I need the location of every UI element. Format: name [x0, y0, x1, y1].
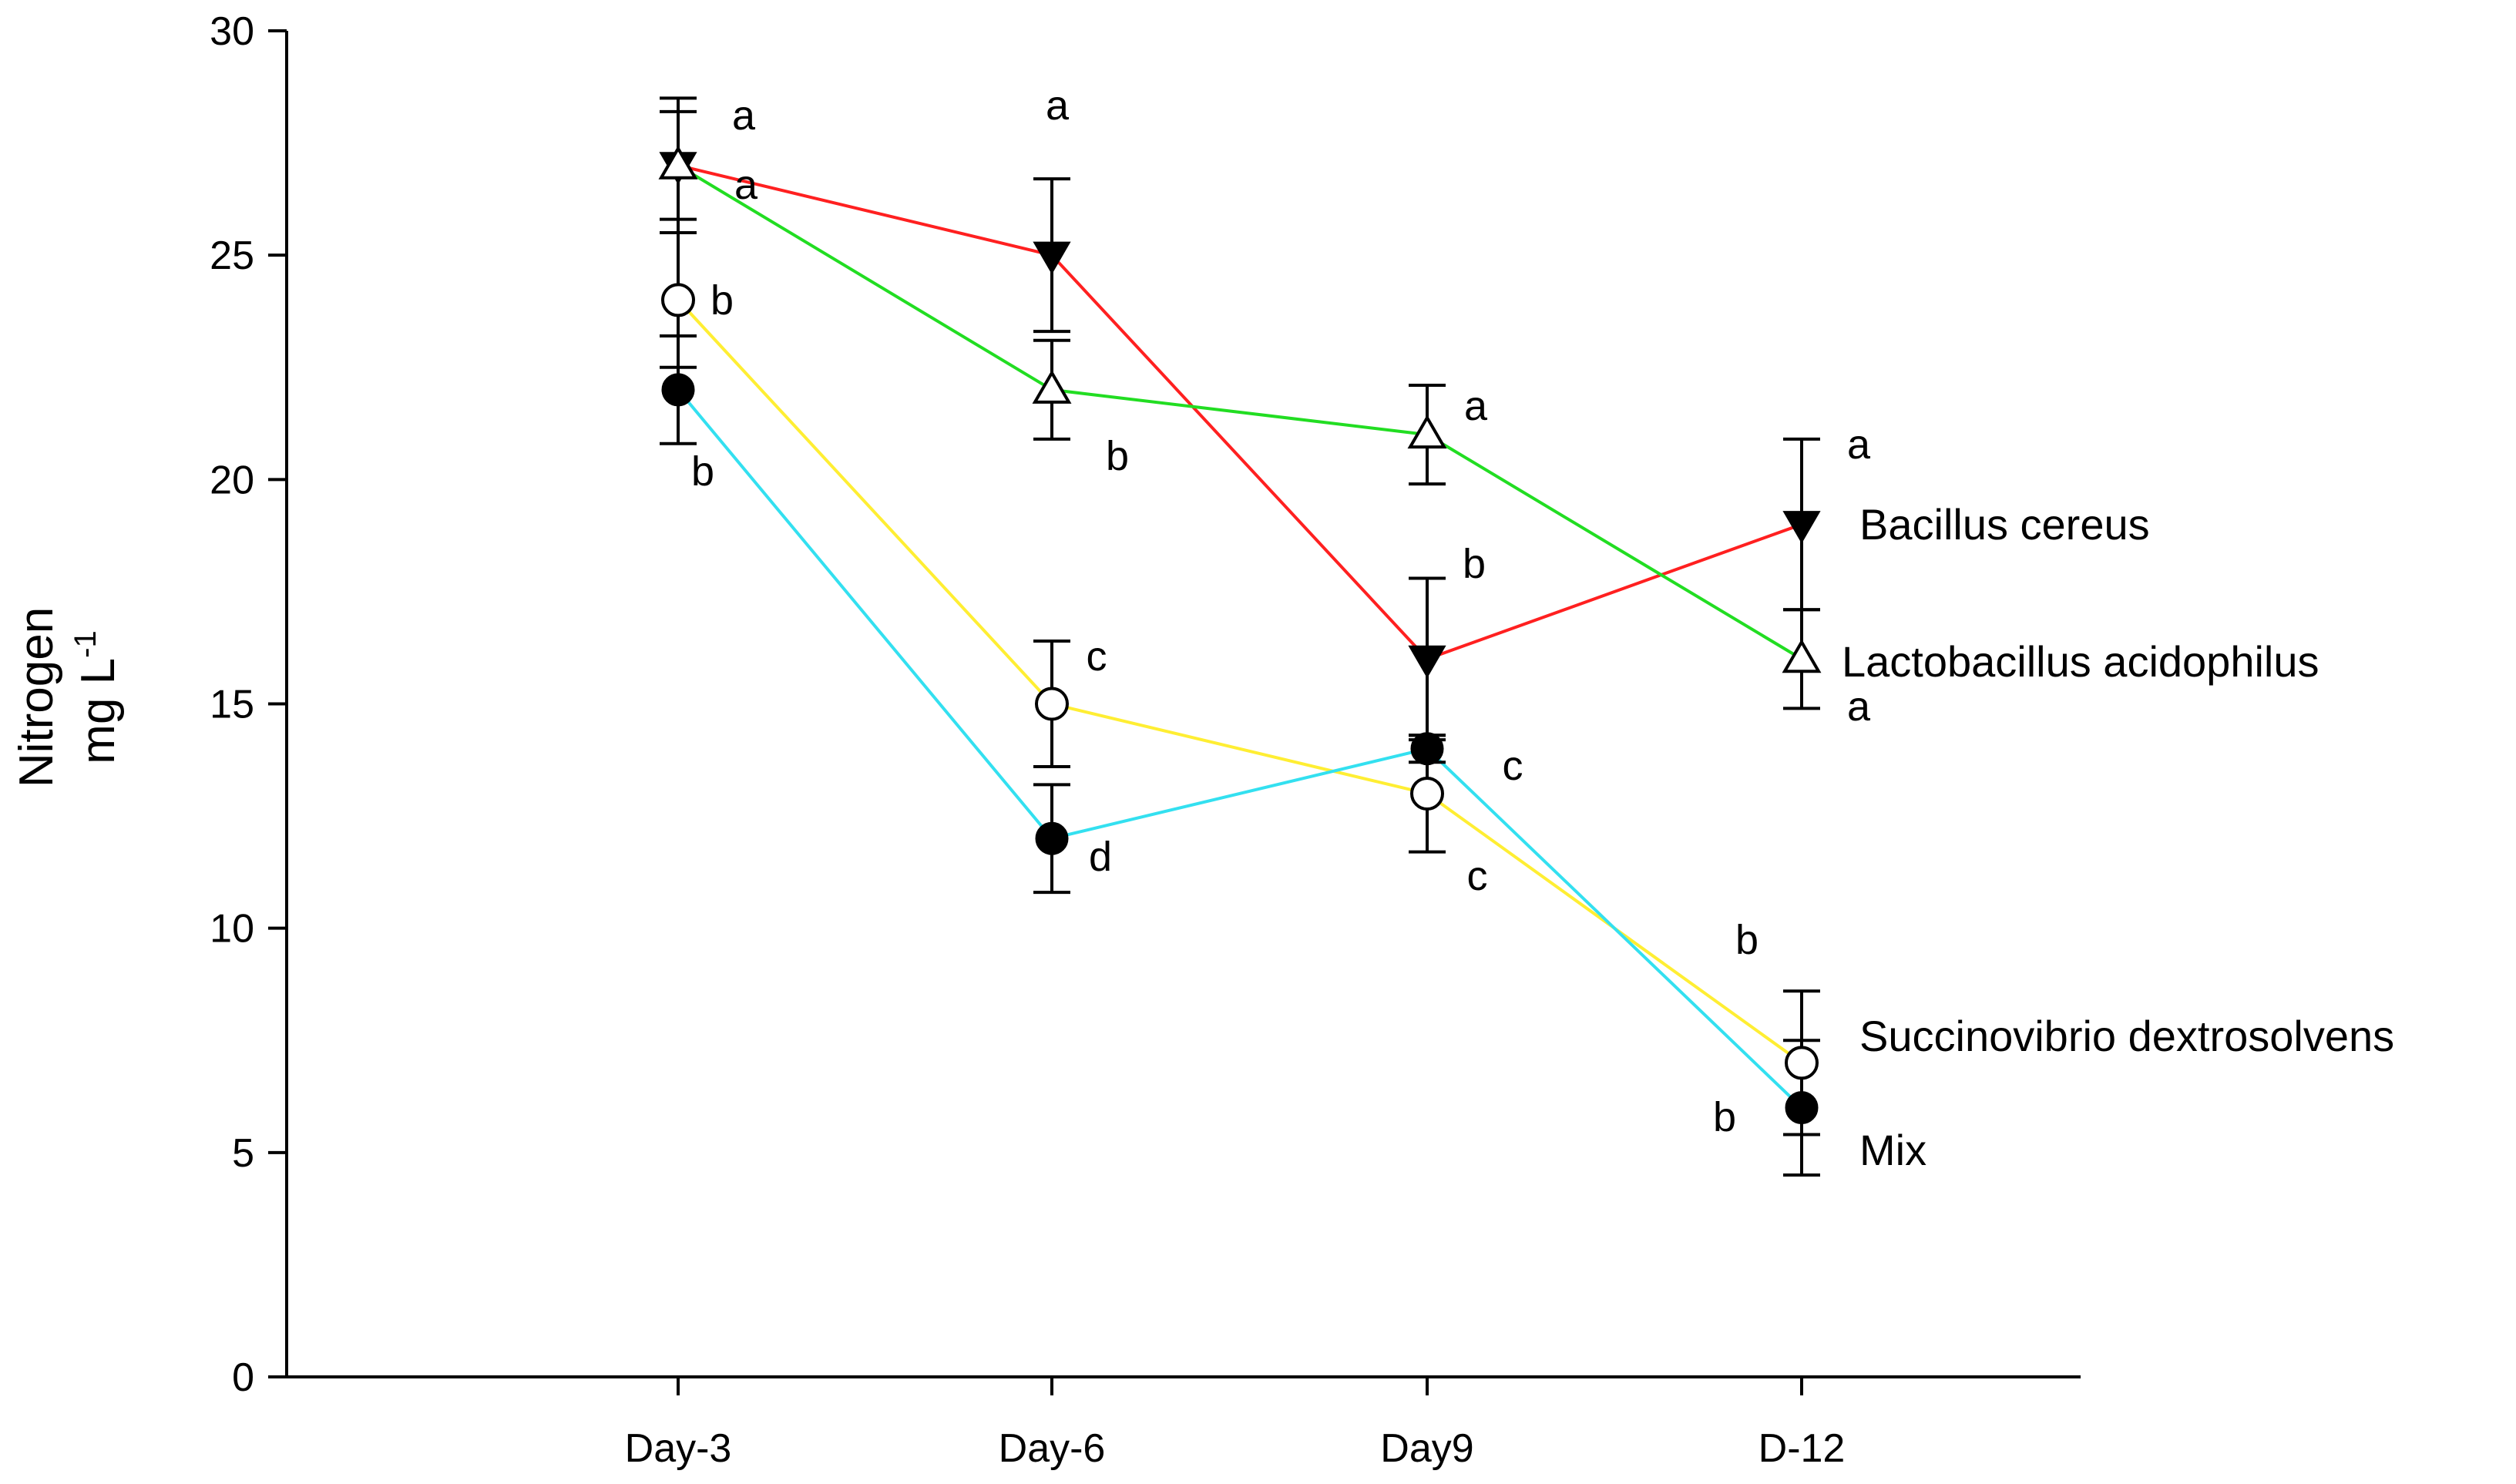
x-tick-label: Day-6: [999, 1426, 1106, 1471]
y-tick-label: 0: [232, 1355, 254, 1400]
significance-letter: a: [734, 162, 758, 208]
x-tick-label: Day-3: [625, 1426, 732, 1471]
data-point: [1410, 776, 1444, 811]
y-tick-label: 25: [210, 233, 254, 278]
svg-text:Nitrogen: Nitrogen: [10, 607, 63, 787]
y-tick-label: 15: [210, 683, 254, 727]
significance-letter: c: [1467, 853, 1488, 899]
data-point: [1033, 241, 1071, 275]
series-line-0: [677, 163, 1802, 661]
significance-letter: a: [1847, 683, 1871, 730]
significance-letter: a: [732, 92, 756, 139]
x-tick-label: D-12: [1759, 1426, 1846, 1471]
data-point: [1782, 511, 1821, 544]
axes: 0 5 10 15 20 25 30 Day-3 Day-6 Day9 D-12: [210, 9, 2081, 1471]
series-label-3: Mix: [1859, 1126, 1926, 1174]
significance-letter: b: [691, 448, 714, 495]
series-line-3: [677, 388, 1803, 1110]
data-point: [1032, 369, 1072, 404]
series-label-1: Lactobacillus acidophilus: [1842, 637, 2319, 686]
data-point: [1407, 415, 1447, 449]
x-tick-label: Day9: [1380, 1426, 1473, 1471]
y-axis-label-superscript: -1: [69, 630, 102, 658]
y-tick-label: 10: [210, 907, 254, 952]
y-axis-label-line1: Nitrogen: [10, 607, 63, 787]
y-tick-label: 5: [232, 1131, 254, 1176]
significance-letter: a: [1847, 421, 1871, 468]
series-line-2: [677, 299, 1803, 1064]
series-layer: [658, 96, 1822, 1177]
data-point: [1408, 645, 1446, 679]
y-axis-label-line2: mg L: [72, 658, 125, 764]
data-point: [661, 373, 695, 407]
data-point: [661, 283, 695, 317]
significance-letter: b: [710, 277, 734, 324]
significance-letter: b: [1735, 917, 1759, 963]
significance-letter: b: [1713, 1094, 1736, 1140]
data-point: [1035, 687, 1069, 721]
data-point: [1035, 821, 1069, 855]
significance-letter: c: [1503, 743, 1523, 789]
data-point: [1410, 732, 1444, 766]
y-tick-label: 20: [210, 458, 254, 502]
y-axis-label: Nitrogen mg L-1: [10, 607, 125, 787]
significance-letter: b: [1463, 541, 1486, 587]
series-label-0: Bacillus cereus: [1859, 500, 2150, 549]
series-label-2: Succinovibrio dextrosolvens: [1859, 1012, 2394, 1060]
significance-letter: c: [1087, 633, 1107, 680]
data-point: [658, 145, 698, 180]
data-point: [1782, 639, 1822, 673]
significance-letter: b: [1106, 433, 1129, 479]
data-point: [1785, 1046, 1819, 1080]
significance-letter: d: [1089, 834, 1112, 880]
significance-letter: a: [1046, 82, 1070, 129]
y-tick-label: 30: [210, 9, 254, 54]
series-line-1: [677, 163, 1803, 660]
svg-text:mg L-1: mg L-1: [69, 630, 125, 764]
data-point: [1785, 1091, 1819, 1125]
significance-letter: a: [1464, 383, 1488, 429]
